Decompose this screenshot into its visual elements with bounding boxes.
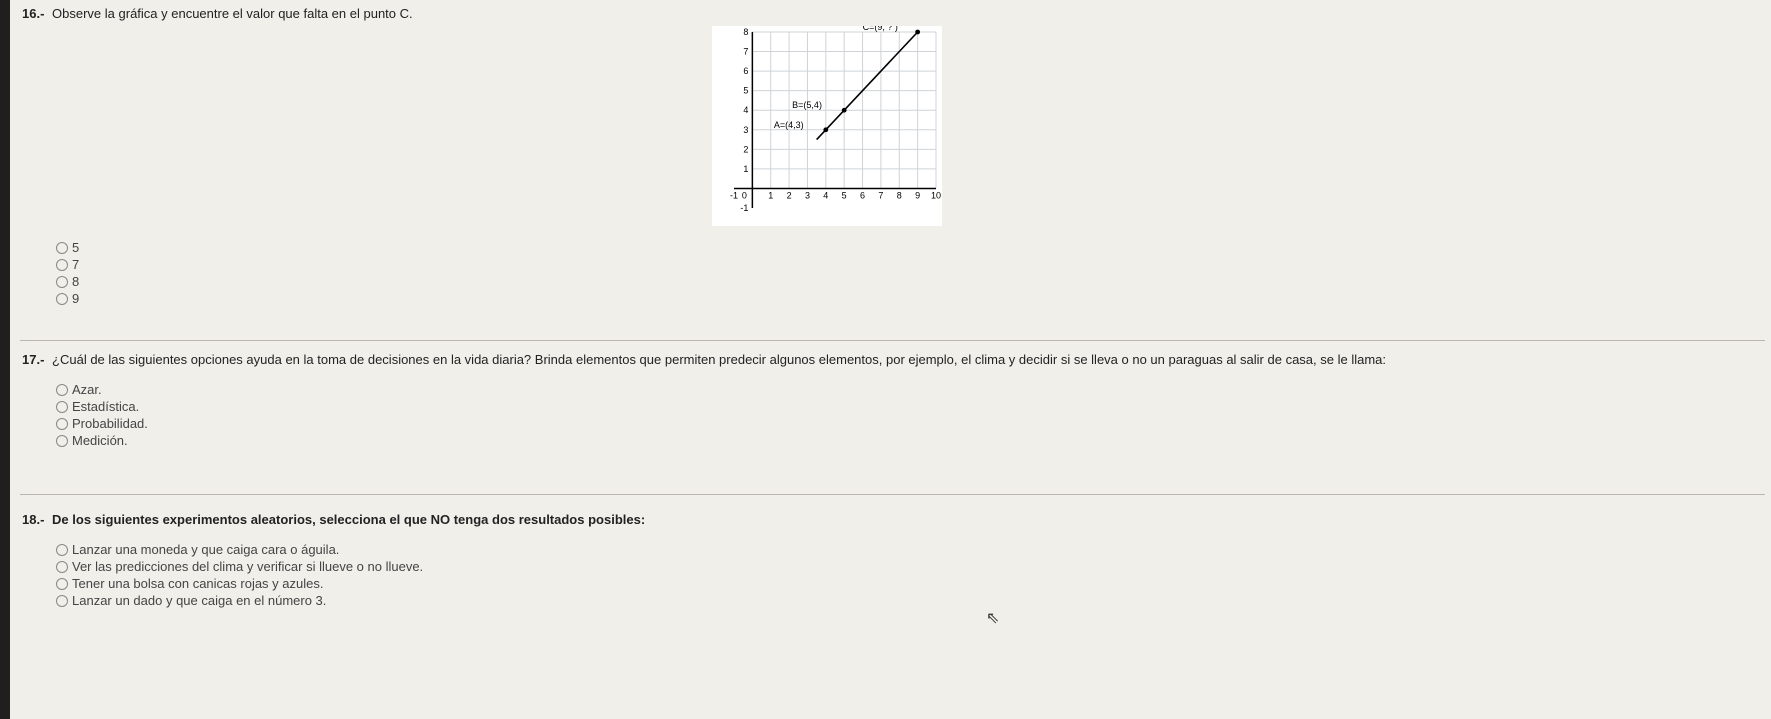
svg-text:C=(9, ? ): C=(9, ? ) <box>863 26 898 32</box>
option-row[interactable]: Lanzar una moneda y que caiga cara o águ… <box>56 541 1765 558</box>
option-label: 9 <box>72 291 79 306</box>
option-row[interactable]: Tener una bolsa con canicas rojas y azul… <box>56 575 1765 592</box>
svg-text:-1: -1 <box>740 203 748 213</box>
svg-text:1: 1 <box>743 164 748 174</box>
svg-text:0: 0 <box>742 190 747 200</box>
svg-text:6: 6 <box>860 190 865 200</box>
svg-text:4: 4 <box>823 190 828 200</box>
option-row[interactable]: Azar. <box>56 381 1765 398</box>
svg-text:2: 2 <box>743 144 748 154</box>
radio-icon[interactable] <box>56 595 68 607</box>
svg-text:3: 3 <box>805 190 810 200</box>
svg-text:A=(4,3): A=(4,3) <box>774 120 804 130</box>
radio-icon[interactable] <box>56 259 68 271</box>
option-label: Azar. <box>72 382 102 397</box>
left-margin-bar <box>0 0 10 719</box>
question-17: 17.- ¿Cuál de las siguientes opciones ay… <box>22 352 1765 449</box>
option-label: Probabilidad. <box>72 416 148 431</box>
radio-icon[interactable] <box>56 561 68 573</box>
svg-text:9: 9 <box>915 190 920 200</box>
separator <box>20 494 1765 495</box>
option-label: Lanzar un dado y que caiga en el número … <box>72 593 326 608</box>
svg-text:7: 7 <box>878 190 883 200</box>
svg-text:10: 10 <box>931 190 941 200</box>
radio-icon[interactable] <box>56 578 68 590</box>
option-row[interactable]: 9 <box>56 290 1765 307</box>
svg-text:5: 5 <box>743 86 748 96</box>
option-row[interactable]: Probabilidad. <box>56 415 1765 432</box>
chart-q16: -1 0 1 2 3 4 5 6 7 8 9 10 -1 1 2 3 4 5 6 7 8 A=(4,3) B=(5,4) C=… <box>712 26 942 226</box>
question-text: ¿Cuál de las siguientes opciones ayuda e… <box>52 352 1386 367</box>
question-18: 18.- De los siguientes experimentos alea… <box>22 512 1765 609</box>
radio-icon[interactable] <box>56 435 68 447</box>
chart-svg: -1 0 1 2 3 4 5 6 7 8 9 10 -1 1 2 3 4 5 6 7 8 A=(4,3) B=(5,4) C=… <box>712 26 942 226</box>
radio-icon[interactable] <box>56 276 68 288</box>
option-label: Lanzar una moneda y que caiga cara o águ… <box>72 542 339 557</box>
options-q18: Lanzar una moneda y que caiga cara o águ… <box>56 541 1765 609</box>
option-label: 7 <box>72 257 79 272</box>
radio-icon[interactable] <box>56 544 68 556</box>
option-row[interactable]: Lanzar un dado y que caiga en el número … <box>56 592 1765 609</box>
option-row[interactable]: 5 <box>56 239 1765 256</box>
option-label: Tener una bolsa con canicas rojas y azul… <box>72 576 323 591</box>
option-row[interactable]: 8 <box>56 273 1765 290</box>
question-number: 17.- <box>22 352 44 367</box>
svg-text:1: 1 <box>768 190 773 200</box>
svg-text:4: 4 <box>743 105 748 115</box>
page: 16.- Observe la gráfica y encuentre el v… <box>0 0 1771 719</box>
svg-text:7: 7 <box>743 47 748 57</box>
question-text: De los siguientes experimentos aleatorio… <box>52 512 645 527</box>
options-q17: Azar. Estadística. Probabilidad. Medició… <box>56 381 1765 449</box>
svg-text:8: 8 <box>743 27 748 37</box>
question-number: 16.- <box>22 6 44 21</box>
question-number: 18.- <box>22 512 44 527</box>
question-text: Observe la gráfica y encuentre el valor … <box>52 6 413 21</box>
svg-text:6: 6 <box>743 66 748 76</box>
radio-icon[interactable] <box>56 242 68 254</box>
option-row[interactable]: Medición. <box>56 432 1765 449</box>
separator <box>20 340 1765 341</box>
options-q16: 5 7 8 9 <box>56 239 1765 307</box>
option-label: Medición. <box>72 433 128 448</box>
cursor-icon: ⇖ <box>986 608 999 628</box>
svg-text:3: 3 <box>743 125 748 135</box>
svg-text:2: 2 <box>787 190 792 200</box>
svg-text:-1: -1 <box>730 190 738 200</box>
radio-icon[interactable] <box>56 384 68 396</box>
option-row[interactable]: Ver las predicciones del clima y verific… <box>56 558 1765 575</box>
svg-text:B=(5,4): B=(5,4) <box>792 100 822 110</box>
radio-icon[interactable] <box>56 418 68 430</box>
question-16: 16.- Observe la gráfica y encuentre el v… <box>22 6 1765 307</box>
option-label: 5 <box>72 240 79 255</box>
option-label: Ver las predicciones del clima y verific… <box>72 559 423 574</box>
radio-icon[interactable] <box>56 293 68 305</box>
option-row[interactable]: Estadística. <box>56 398 1765 415</box>
option-label: 8 <box>72 274 79 289</box>
svg-text:8: 8 <box>897 190 902 200</box>
option-row[interactable]: 7 <box>56 256 1765 273</box>
option-label: Estadística. <box>72 399 139 414</box>
svg-text:5: 5 <box>842 190 847 200</box>
radio-icon[interactable] <box>56 401 68 413</box>
